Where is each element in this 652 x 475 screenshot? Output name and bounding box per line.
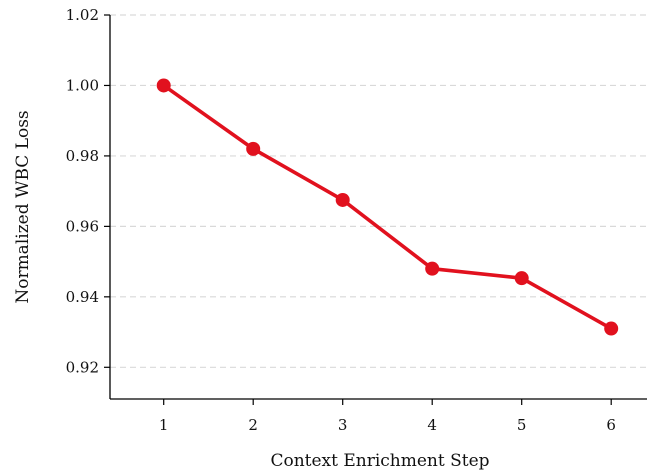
y-tick-label: 1.00: [66, 76, 99, 94]
y-tick-label: 0.98: [66, 147, 99, 165]
x-tick-label: 6: [606, 416, 616, 434]
y-tick-label: 0.92: [66, 358, 99, 376]
ticks-layer: 0.92 0.94 0.96 0.98 1.00 1.02 1 2 3 4 5 6: [66, 6, 616, 434]
data-point: [156, 78, 171, 93]
y-tick-label: 1.02: [66, 6, 99, 24]
y-axis-label: Normalized WBC Loss: [13, 110, 33, 303]
series-line: [161, 83, 614, 331]
x-tick-label: 4: [427, 416, 437, 434]
y-tick-label: 0.94: [66, 288, 99, 306]
grid-layer: [110, 14, 647, 368]
x-axis-label: Context Enrichment Step: [270, 451, 489, 471]
axes-layer: [109, 15, 647, 400]
data-point: [246, 141, 261, 156]
data-point: [604, 321, 619, 336]
series-layer: [156, 78, 619, 336]
data-point: [335, 192, 350, 207]
x-tick-label: 3: [338, 416, 348, 434]
x-tick-label: 5: [517, 416, 527, 434]
x-tick-label: 2: [248, 416, 258, 434]
data-point: [425, 261, 440, 276]
x-tick-label: 1: [159, 416, 169, 434]
data-point: [514, 271, 529, 286]
y-tick-label: 0.96: [66, 217, 99, 235]
